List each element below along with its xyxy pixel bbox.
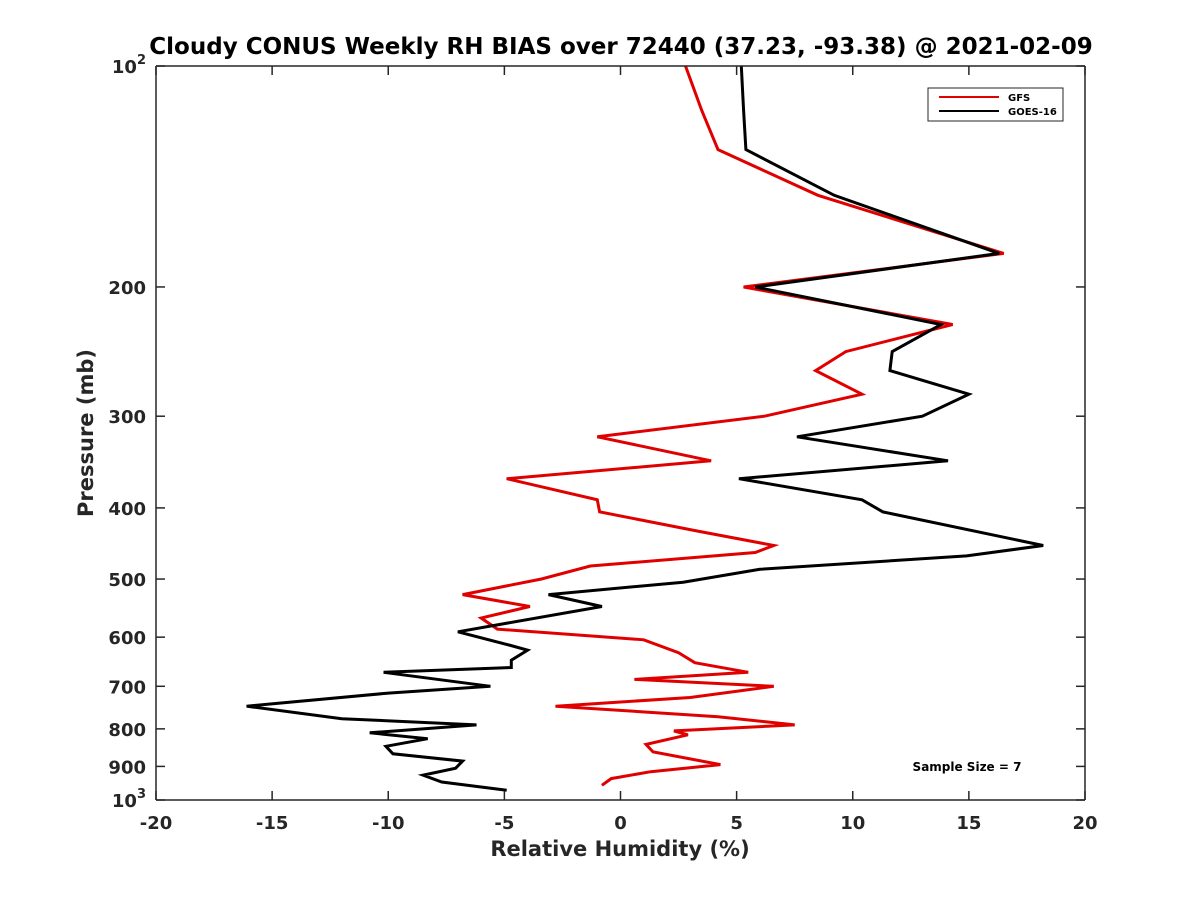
x-tick-label: -5 — [494, 813, 514, 834]
y-tick-label: 700 — [108, 677, 146, 698]
x-tick-label: 10 — [840, 813, 865, 834]
sample-size-annotation: Sample Size = 7 — [913, 760, 1022, 774]
y-tick-label: 900 — [108, 757, 146, 778]
x-axis-label: Relative Humidity (%) — [490, 837, 749, 861]
y-tick-label: 800 — [108, 720, 146, 741]
y-tick-label: 103 — [112, 787, 146, 812]
legend: GFS GOES-16 — [927, 87, 1064, 122]
y-axis-label: Pressure (mb) — [74, 349, 98, 517]
ticks-layer: -20 -15 -10 -5 0 5 10 15 20 102 200 300 400 500 600 700… — [108, 53, 1097, 834]
y-tick-label: 500 — [108, 570, 146, 591]
legend-box — [927, 87, 1064, 122]
chart-title: Cloudy CONUS Weekly RH BIAS over 72440 (… — [149, 34, 1092, 60]
x-tick-label: -10 — [372, 813, 405, 834]
x-tick-label: -15 — [256, 813, 289, 834]
series-line-gfs — [462, 65, 1005, 787]
x-tick-label: 20 — [1072, 813, 1097, 834]
legend-label-goes-16: GOES-16 — [1008, 107, 1057, 118]
y-tick-label: 400 — [108, 499, 146, 520]
x-tick-label: 5 — [730, 813, 743, 834]
series-line-goes-16 — [246, 65, 1044, 792]
y-tick-label: 102 — [112, 53, 146, 78]
y-tick-label: 600 — [108, 628, 146, 649]
x-tick-label: -20 — [140, 813, 173, 834]
x-tick-label: 15 — [956, 813, 981, 834]
x-tick-label: 0 — [614, 813, 627, 834]
y-tick-label: 200 — [108, 278, 146, 299]
legend-label-gfs: GFS — [1008, 93, 1030, 104]
series-layer — [246, 65, 1044, 792]
y-tick-label: 300 — [108, 407, 146, 428]
